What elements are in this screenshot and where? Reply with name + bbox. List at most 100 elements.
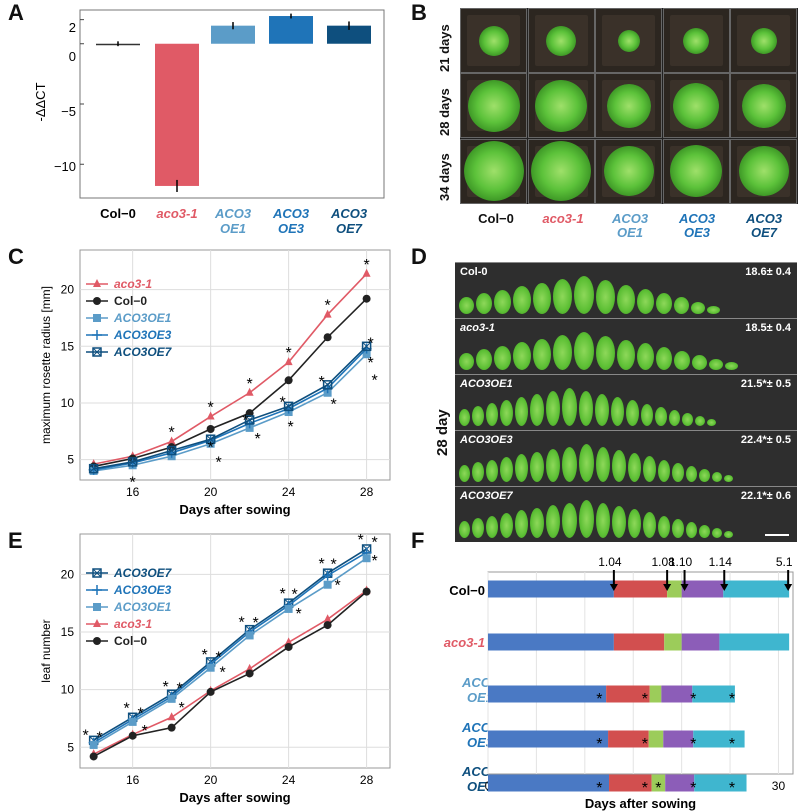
c-data-point-box <box>127 457 138 467</box>
b-rosette-image <box>463 141 524 202</box>
c-data-point <box>323 309 332 318</box>
c-significance-star: * <box>285 345 291 362</box>
d-leaf-image <box>626 400 639 426</box>
e-data-point <box>245 669 254 678</box>
e-legend-marker-box <box>92 568 102 578</box>
c-data-point <box>167 436 176 445</box>
d-leaf-strip <box>459 500 793 538</box>
e-xtick-label: 28 <box>360 773 374 787</box>
f-stage-label: 1.14 <box>709 555 733 569</box>
c-data-point <box>322 380 333 390</box>
e-data-point <box>128 717 137 726</box>
f-stage-segment <box>681 633 720 651</box>
panel-f-growth-stage-chart: Col−0 aco3-1 ACO3 OE1 ACO3 OE3 ACO3 OE7 … <box>444 555 794 811</box>
b-row-label-34: 34 days <box>437 153 452 201</box>
panel-e-leaf-number-chart: 16 20 24 28 5 10 15 20 Days after sowing leaf num… <box>39 532 391 805</box>
d-leaf-image <box>596 447 610 482</box>
b-col-label-text: Col−0 <box>478 211 514 226</box>
a-bar-aco3-oe7 <box>327 25 371 44</box>
d-leaf-image <box>669 410 680 426</box>
a-xlabel-oe7-line2: OE7 <box>336 221 363 236</box>
a-ytick-label: −10 <box>54 159 76 174</box>
d-leaf-image <box>617 340 635 370</box>
f-stage-segment <box>693 730 745 748</box>
e-data-point <box>323 614 332 623</box>
b-col-label-text: ACO3 <box>678 211 716 226</box>
d-leaf-image <box>637 289 654 314</box>
f-stage-segment <box>613 580 668 598</box>
c-legend-marker <box>93 297 101 305</box>
c-significance-star: * <box>255 431 261 448</box>
e-legend-entry: aco3-1 <box>114 617 152 631</box>
e-legend-marker <box>93 619 101 627</box>
c-data-point-box <box>283 401 294 412</box>
f-stage-segment <box>651 774 666 792</box>
f-significance-star: * <box>690 736 696 753</box>
c-data-point-box <box>88 463 99 474</box>
f-stage-label: 1.10 <box>669 555 693 569</box>
c-data-point <box>362 350 371 359</box>
c-xtick-label: 28 <box>360 485 374 499</box>
b-rosette-image <box>683 27 710 54</box>
f-row-label-oe3-line2: OE3 <box>467 735 494 750</box>
e-ytick-label: 15 <box>61 625 75 639</box>
c-significance-star: * <box>367 335 373 352</box>
a-bar-aco3-oe3 <box>269 16 313 44</box>
c-significance-star: * <box>287 419 293 436</box>
e-legend-marker <box>93 603 101 611</box>
e-data-point <box>89 740 98 749</box>
e-significance-star: * <box>239 615 245 632</box>
d-leaf-strip <box>459 332 793 370</box>
c-data-point-box <box>205 434 216 444</box>
b-col-label-oe1: ACO3 OE1 <box>597 212 663 240</box>
b-rosette-image <box>606 83 651 128</box>
c-data-point-x2 <box>245 415 254 425</box>
d-leaf-image <box>459 465 470 482</box>
f-stage-label: 1.08 <box>651 555 675 569</box>
f-stage-segment <box>488 685 607 703</box>
b-row-label-21: 21 days <box>437 24 452 72</box>
e-significance-star: * <box>202 647 208 664</box>
c-legend-entry: Col−0 <box>114 294 147 308</box>
f-xlabel: Days after sowing <box>585 796 696 811</box>
c-legend-marker <box>93 314 101 322</box>
d-leaf-image <box>486 403 498 426</box>
f-stage-segment <box>667 580 682 598</box>
e-legend-entry: ACO3OE3 <box>113 583 172 597</box>
d-leaf-image <box>476 293 492 314</box>
d-leaf-image <box>476 349 492 370</box>
e-ytick-label: 10 <box>61 683 75 697</box>
e-data-point <box>128 731 137 740</box>
c-ytick-label: 5 <box>67 453 74 467</box>
d-leaf-image <box>672 463 684 482</box>
e-series-line <box>93 557 368 746</box>
a-xlabel-oe3-line2: OE3 <box>278 221 305 236</box>
d-leaf-image <box>562 503 577 538</box>
f-stage-segment <box>488 580 614 598</box>
e-data-point <box>284 637 293 646</box>
c-significance-star: * <box>247 376 253 393</box>
d-leaf-image <box>709 359 723 370</box>
d-leaf-image <box>472 518 484 538</box>
b-rosette-image <box>673 82 720 129</box>
c-significance-star: * <box>279 394 285 411</box>
f-stage-segment <box>723 580 790 598</box>
d-leaf-image <box>515 510 528 538</box>
f-significance-star: * <box>642 780 648 797</box>
c-significance-star: * <box>324 298 330 315</box>
b-photo-cell <box>730 138 798 204</box>
e-significance-star: * <box>334 578 340 595</box>
c-xlabel: Days after sowing <box>179 502 290 517</box>
d-leaf-image <box>459 353 474 370</box>
f-stage-segment <box>608 730 649 748</box>
a-xlabel-oe3-line1: ACO3 <box>272 206 310 221</box>
f-stage-segment <box>649 685 662 703</box>
f-row-label-oe7-line2: OE7 <box>467 779 494 794</box>
d-leaf-image <box>637 343 654 370</box>
e-legend-entry: ACO3OE7 <box>113 566 173 580</box>
c-series-line <box>93 273 368 465</box>
e-legend-marker <box>92 568 102 578</box>
b-photo-cell <box>460 138 527 204</box>
b-rosette-image <box>535 79 588 132</box>
d-leaf-count-value: 18.5± 0.4 <box>745 322 791 334</box>
